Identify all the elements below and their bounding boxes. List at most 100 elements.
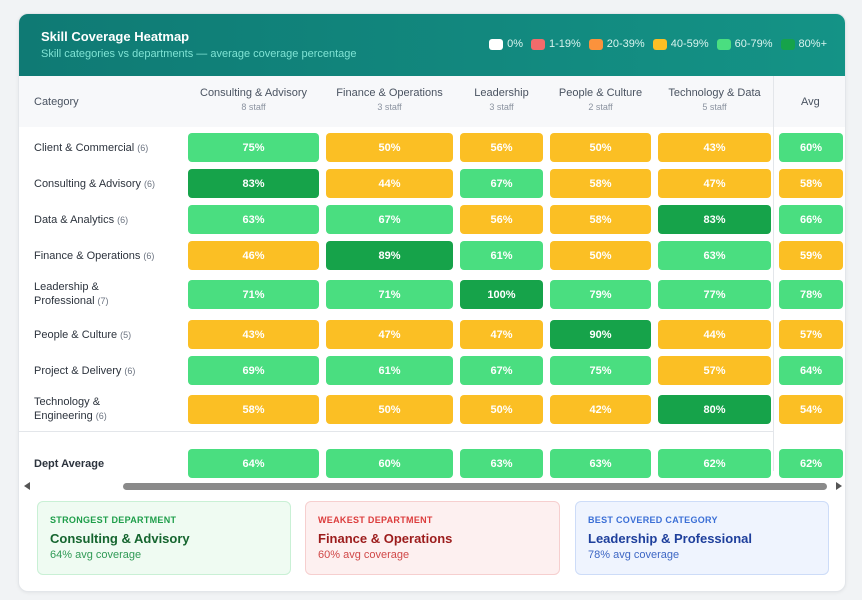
row-label: Finance & Operations (6) xyxy=(34,249,184,263)
heatmap-cell[interactable]: 47% xyxy=(460,320,543,349)
avg-divider xyxy=(773,76,774,471)
scroll-left-arrow-icon[interactable] xyxy=(24,482,30,490)
heatmap-header: Skill Coverage Heatmap Skill categories … xyxy=(19,14,845,76)
scrollbar-thumb[interactable] xyxy=(123,483,827,490)
heatmap-cell[interactable]: 66% xyxy=(779,205,843,234)
heatmap-cell[interactable]: 63% xyxy=(658,241,771,270)
row-count: (6) xyxy=(143,251,155,261)
heatmap-cell[interactable]: 79% xyxy=(550,280,651,309)
column-header[interactable]: Technology & Data 5 staff xyxy=(658,87,771,112)
legend: 0% 1-19% 20-39% 40-59% 60-79% 80%+ xyxy=(489,38,827,50)
heatmap-cell[interactable]: 42% xyxy=(550,395,651,424)
column-header-name: Finance & Operations xyxy=(336,87,443,99)
best-category-value: Leadership & Professional xyxy=(588,531,752,546)
row-label-text: Client & Commercial xyxy=(34,142,135,154)
horizontal-scrollbar[interactable] xyxy=(19,480,845,492)
heatmap-cell[interactable]: 59% xyxy=(779,241,843,270)
heatmap-cell[interactable]: 63% xyxy=(188,205,319,234)
heatmap-cell[interactable]: 83% xyxy=(658,205,771,234)
column-header[interactable]: Finance & Operations 3 staff xyxy=(326,87,453,112)
legend-label: 60-79% xyxy=(734,38,773,50)
row-label-text: Data & Analytics xyxy=(34,214,115,226)
heatmap-cell[interactable]: 77% xyxy=(658,280,771,309)
row-label: Technology & Engineering (6) xyxy=(34,395,124,423)
column-header[interactable]: People & Culture 2 staff xyxy=(550,87,651,112)
heatmap-cell[interactable]: 58% xyxy=(779,169,843,198)
heatmap-cell[interactable]: 75% xyxy=(188,133,319,162)
heatmap-cell[interactable]: 61% xyxy=(326,356,453,385)
row-count: (6) xyxy=(144,179,155,189)
column-header-name: Leadership xyxy=(474,87,529,99)
heatmap-cell[interactable]: 43% xyxy=(658,133,771,162)
heatmap-cell[interactable]: 62% xyxy=(658,449,771,478)
best-category-label: BEST COVERED CATEGORY xyxy=(588,515,718,525)
legend-swatch xyxy=(780,38,795,50)
heatmap-cell[interactable]: 44% xyxy=(326,169,453,198)
heatmap-cell[interactable]: 78% xyxy=(779,280,843,309)
heatmap-cell[interactable]: 69% xyxy=(188,356,319,385)
heatmap-cell[interactable]: 63% xyxy=(460,449,543,478)
strongest-department-sub: 64% avg coverage xyxy=(50,549,142,561)
heatmap-cell[interactable]: 89% xyxy=(326,241,453,270)
weakest-department-sub: 60% avg coverage xyxy=(318,549,410,561)
heatmap-cell[interactable]: 100% xyxy=(460,280,543,309)
row-count: (5) xyxy=(120,330,132,340)
heatmap-cell[interactable]: 50% xyxy=(326,395,453,424)
heatmap-cell[interactable]: 58% xyxy=(188,395,319,424)
heatmap-cell[interactable]: 67% xyxy=(460,169,543,198)
heatmap-cell[interactable]: 67% xyxy=(326,205,453,234)
heatmap-card: Skill Coverage Heatmap Skill categories … xyxy=(18,13,846,592)
column-header[interactable]: Consulting & Advisory 8 staff xyxy=(188,87,319,112)
heatmap-cell[interactable]: 47% xyxy=(326,320,453,349)
heatmap-cell[interactable]: 90% xyxy=(550,320,651,349)
heatmap-cell[interactable]: 60% xyxy=(779,133,843,162)
heatmap-cell[interactable]: 57% xyxy=(779,320,843,349)
heatmap-cell[interactable]: 58% xyxy=(550,205,651,234)
row-label-text: Leadership & Professional xyxy=(34,281,99,307)
heatmap-cell[interactable]: 62% xyxy=(779,449,843,478)
row-label: Leadership & Professional (7) xyxy=(34,280,124,308)
best-category-card: BEST COVERED CATEGORY Leadership & Profe… xyxy=(575,501,829,575)
column-header-staff: 2 staff xyxy=(588,102,613,112)
heatmap-cell[interactable]: 46% xyxy=(188,241,319,270)
heatmap-cell[interactable]: 64% xyxy=(779,356,843,385)
row-count: (7) xyxy=(97,296,109,306)
heatmap-cell[interactable]: 57% xyxy=(658,356,771,385)
heatmap-cell[interactable]: 67% xyxy=(460,356,543,385)
heatmap-cell[interactable]: 56% xyxy=(460,133,543,162)
column-header-staff: 5 staff xyxy=(702,102,727,112)
heatmap-cell[interactable]: 80% xyxy=(658,395,771,424)
legend-swatch xyxy=(489,38,504,50)
heatmap-cell[interactable]: 47% xyxy=(658,169,771,198)
heatmap-cell[interactable]: 50% xyxy=(460,395,543,424)
heatmap-cell[interactable]: 71% xyxy=(188,280,319,309)
legend-item: 40-59% xyxy=(652,38,709,50)
heatmap-cell[interactable]: 44% xyxy=(658,320,771,349)
heatmap-cell[interactable]: 54% xyxy=(779,395,843,424)
row-label: Client & Commercial (6) xyxy=(34,141,184,155)
heatmap-cell[interactable]: 58% xyxy=(550,169,651,198)
heatmap-cell[interactable]: 64% xyxy=(188,449,319,478)
page-subtitle: Skill categories vs departments — averag… xyxy=(41,48,357,60)
row-label-text: People & Culture xyxy=(34,329,118,341)
heatmap-cell[interactable]: 63% xyxy=(550,449,651,478)
heatmap-cell[interactable]: 50% xyxy=(550,133,651,162)
heatmap-cell[interactable]: 50% xyxy=(550,241,651,270)
heatmap-cell[interactable]: 75% xyxy=(550,356,651,385)
heatmap-cell[interactable]: 61% xyxy=(460,241,543,270)
heatmap-cell[interactable]: 50% xyxy=(326,133,453,162)
legend-label: 20-39% xyxy=(606,38,645,50)
column-header-staff: 8 staff xyxy=(241,102,266,112)
heatmap-cell[interactable]: 56% xyxy=(460,205,543,234)
best-category-sub: 78% avg coverage xyxy=(588,549,680,561)
heatmap-cell[interactable]: 83% xyxy=(188,169,319,198)
heatmap-cell[interactable]: 60% xyxy=(326,449,453,478)
column-header[interactable]: Leadership 3 staff xyxy=(460,87,543,112)
heatmap-cell[interactable]: 43% xyxy=(188,320,319,349)
legend-swatch xyxy=(716,38,731,50)
footer-divider xyxy=(19,431,773,432)
heatmap-cell[interactable]: 71% xyxy=(326,280,453,309)
scroll-right-arrow-icon[interactable] xyxy=(836,482,842,490)
row-label-text: Technology & Engineering xyxy=(34,396,101,422)
legend-swatch xyxy=(530,38,545,50)
